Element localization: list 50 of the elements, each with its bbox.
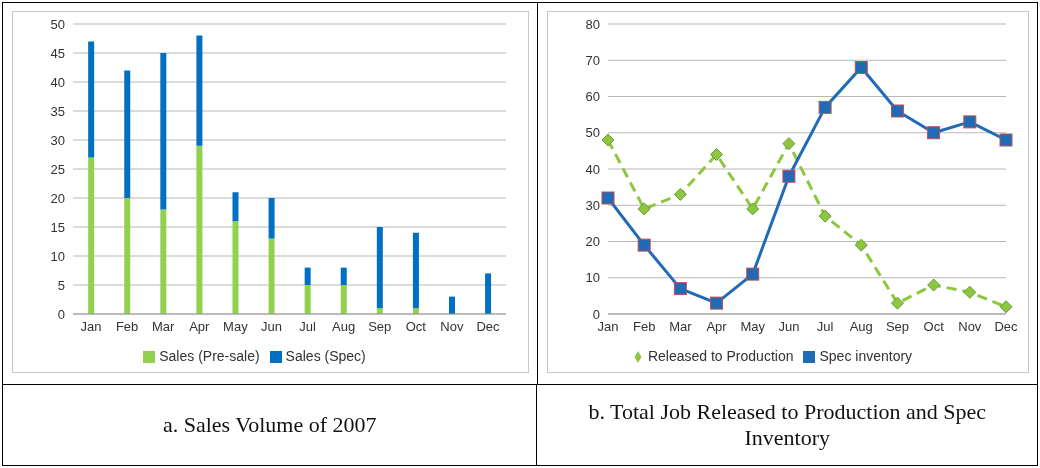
text: a. Sales Volume of 2007	[3, 385, 538, 465]
x-tick-label: May	[223, 319, 249, 335]
y-tick-label: 0	[592, 306, 600, 322]
y-tick-label: 40	[585, 161, 600, 177]
y-tick-label: 60	[585, 89, 600, 105]
x-tick-label: Jun	[260, 319, 282, 335]
x-tick-label: Feb	[632, 319, 656, 335]
y-tick-label: 20	[50, 190, 65, 206]
x-tick-label: Dec	[994, 319, 1019, 335]
y-tick-label: 20	[585, 234, 600, 250]
x-tick-label: Sep	[368, 319, 392, 335]
x-tick-label: Dec	[476, 319, 501, 335]
legend-label: Released to Production	[647, 348, 794, 364]
x-tick-label: Apr	[706, 319, 728, 335]
x-tick-label: Nov	[958, 319, 982, 335]
y-tick-label: 45	[50, 45, 65, 61]
x-tick-label: May	[740, 319, 766, 335]
text: b. Total Job Released to Production and Spec Inventory	[587, 398, 988, 452]
x-tick-label: Apr	[189, 319, 211, 335]
x-tick-label: Mar	[152, 319, 176, 335]
x-tick-label: Aug	[332, 319, 356, 335]
x-tick-label: Jul	[816, 319, 834, 335]
x-tick-label: Mar	[669, 319, 693, 335]
x-tick-label: Jan	[597, 319, 619, 335]
x-tick-label: Sep	[885, 319, 910, 335]
y-tick-label: 10	[585, 270, 600, 286]
y-tick-label: 5	[57, 277, 65, 293]
y-tick-label: 30	[585, 197, 600, 213]
y-tick-label: 70	[585, 52, 600, 68]
x-tick-label: Oct	[405, 319, 427, 335]
x-tick-label: Nov	[440, 319, 464, 335]
x-tick-label: Jul	[299, 319, 316, 335]
y-tick-label: 80	[585, 16, 600, 32]
y-tick-label: 35	[50, 103, 65, 119]
x-tick-label: Aug	[849, 319, 873, 335]
x-tick-label: Jan	[80, 319, 102, 335]
y-tick-label: 0	[57, 306, 65, 322]
y-tick-label: 40	[50, 74, 65, 90]
legend-label: Sales (Pre-sale)	[159, 348, 260, 364]
y-tick-label: 50	[50, 16, 65, 32]
y-tick-label: 10	[50, 248, 65, 264]
legend-label: Sales (Spec)	[285, 348, 366, 364]
y-tick-label: 30	[50, 132, 65, 148]
x-tick-label: Jun	[778, 319, 800, 335]
x-tick-label: Oct	[923, 319, 945, 335]
x-tick-label: Feb	[115, 319, 139, 335]
y-tick-label: 50	[585, 125, 600, 141]
y-tick-label: 15	[50, 219, 65, 235]
y-tick-label: 25	[50, 161, 65, 177]
legend-label: Spec inventory	[819, 348, 913, 364]
